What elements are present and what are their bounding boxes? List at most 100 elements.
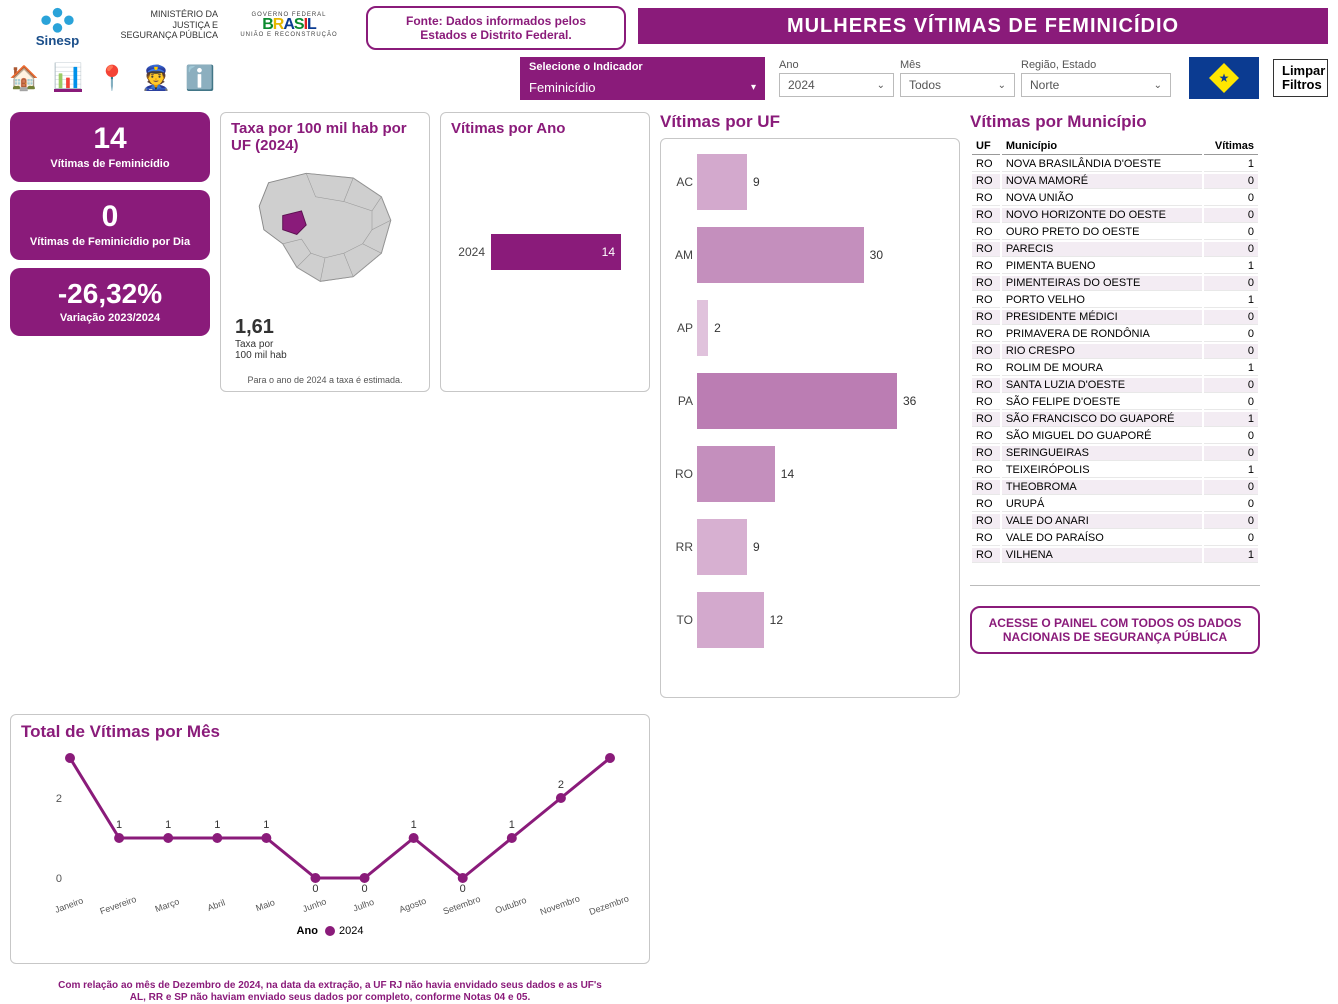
table-row[interactable]: ROPARECIS0 <box>972 242 1258 257</box>
mj-logo: MINISTÉRIO DA JUSTIÇA E SEGURANÇA PÚBLIC… <box>117 0 222 50</box>
table-cell: RO <box>972 531 1000 546</box>
table-cell: SÃO FRANCISCO DO GUAPORÉ <box>1002 412 1203 427</box>
table-cell: 0 <box>1204 497 1258 512</box>
year-bar-row: 202414 <box>451 234 639 270</box>
nav-icons: 🏠 📊 📍 👮 ℹ️ <box>10 64 214 92</box>
table-row[interactable]: ROPIMENTEIRAS DO OESTE0 <box>972 276 1258 291</box>
filter-ano: Ano 2024⌄ <box>779 59 894 97</box>
table-row[interactable]: ROPRIMAVERA DE RONDÔNIA0 <box>972 327 1258 342</box>
table-row[interactable]: RONOVO HORIZONTE DO OESTE0 <box>972 208 1258 223</box>
svg-text:Novembro: Novembro <box>539 893 581 917</box>
table-row[interactable]: ROVALE DO ANARI0 <box>972 514 1258 529</box>
filter-mes-label: Mês <box>900 59 1015 73</box>
kpi-perday-label: Vítimas de Feminicídio por Dia <box>16 236 204 248</box>
table-cell: SERINGUEIRAS <box>1002 446 1203 461</box>
svg-text:0: 0 <box>56 873 62 885</box>
table-row[interactable]: ROROLIM DE MOURA1 <box>972 361 1258 376</box>
uf-value: 2 <box>708 321 721 335</box>
mun-col-1: Município <box>1002 138 1203 155</box>
table-cell: RO <box>972 242 1000 257</box>
header: Sinesp MINISTÉRIO DA JUSTIÇA E SEGURANÇA… <box>0 0 1338 54</box>
table-cell: URUPÁ <box>1002 497 1203 512</box>
filter-regiao-select[interactable]: Norte⌄ <box>1021 73 1171 97</box>
location-icon[interactable]: 📍 <box>98 64 126 92</box>
table-cell: 1 <box>1204 412 1258 427</box>
uf-label: PA <box>667 394 697 408</box>
map-footnote: Para o ano de 2024 a taxa é estimada. <box>221 375 429 385</box>
table-row[interactable]: RONOVA BRASILÂNDIA D'OESTE1 <box>972 157 1258 172</box>
table-row[interactable]: ROPIMENTA BUENO1 <box>972 259 1258 274</box>
table-row[interactable]: ROSANTA LUZIA D'OESTE0 <box>972 378 1258 393</box>
uf-value: 14 <box>775 467 794 481</box>
mun-column: Vítimas por Município UFMunicípioVítimas… <box>970 112 1260 698</box>
table-cell: VALE DO PARAÍSO <box>1002 531 1203 546</box>
officer-icon[interactable]: 👮 <box>142 64 170 92</box>
indicator-select[interactable]: Feminicídio ▾ <box>520 76 765 100</box>
uf-bar-wrap: 36 <box>697 373 949 429</box>
table-cell: 0 <box>1204 174 1258 189</box>
uf-label: AM <box>667 248 697 262</box>
table-cell: RO <box>972 429 1000 444</box>
uf-bar-wrap: 2 <box>697 300 949 356</box>
year-title: Vítimas por Ano <box>451 121 639 138</box>
table-row[interactable]: ROSÃO FRANCISCO DO GUAPORÉ1 <box>972 412 1258 427</box>
year-bars: 202414 <box>451 144 639 270</box>
year-card: Vítimas por Ano 202414 <box>440 112 650 392</box>
svg-text:Abril: Abril <box>206 897 226 913</box>
table-cell: RO <box>972 174 1000 189</box>
table-row[interactable]: ROTHEOBROMA0 <box>972 480 1258 495</box>
svg-text:Junho: Junho <box>301 896 327 914</box>
sinesp-logo: Sinesp <box>10 0 105 50</box>
month-legend: Ano 2024 <box>21 925 639 937</box>
filter-mes-select[interactable]: Todos⌄ <box>900 73 1015 97</box>
clear-filters-button[interactable]: Limpar Filtros <box>1273 59 1328 98</box>
info-icon[interactable]: ℹ️ <box>186 64 214 92</box>
table-cell: RO <box>972 310 1000 325</box>
table-row[interactable]: ROPRESIDENTE MÉDICI0 <box>972 310 1258 325</box>
table-cell: 0 <box>1204 310 1258 325</box>
legend-label: Ano <box>297 925 318 937</box>
mun-table: UFMunicípioVítimas RONOVA BRASILÂNDIA D'… <box>970 136 1260 565</box>
table-row[interactable]: ROSÃO MIGUEL DO GUAPORÉ0 <box>972 429 1258 444</box>
uf-bar-wrap: 9 <box>697 154 949 210</box>
table-row[interactable]: ROSERINGUEIRAS0 <box>972 446 1258 461</box>
svg-text:0: 0 <box>361 883 367 895</box>
brazil-map <box>231 160 419 290</box>
mun-col-2: Vítimas <box>1204 138 1258 155</box>
svg-text:1: 1 <box>214 819 220 831</box>
uf-title: Vítimas por UF <box>660 112 960 132</box>
dashboard-icon[interactable]: 📊 <box>54 64 82 92</box>
uf-row: RR9 <box>667 514 949 579</box>
table-cell: RO <box>972 514 1000 529</box>
table-cell: THEOBROMA <box>1002 480 1203 495</box>
table-cell: 0 <box>1204 480 1258 495</box>
table-row[interactable]: ROTEIXEIRÓPOLIS1 <box>972 463 1258 478</box>
month-chart: 023Janeiro1Fevereiro1Março1Abril1Maio0Ju… <box>21 748 639 918</box>
mun-table-wrapper: UFMunicípioVítimas RONOVA BRASILÂNDIA D'… <box>970 136 1260 586</box>
table-row[interactable]: RORIO CRESPO0 <box>972 344 1258 359</box>
table-row[interactable]: RONOVA MAMORÉ0 <box>972 174 1258 189</box>
table-cell: RO <box>972 344 1000 359</box>
kpi-perday: 0 Vítimas de Feminicídio por Dia <box>10 190 210 260</box>
table-cell: RO <box>972 395 1000 410</box>
svg-text:Fevereiro: Fevereiro <box>98 894 137 916</box>
uf-bar <box>697 227 864 283</box>
chevron-down-icon: ⌄ <box>877 80 885 91</box>
home-icon[interactable]: 🏠 <box>10 64 38 92</box>
uf-row: AM30 <box>667 222 949 287</box>
table-row[interactable]: ROVALE DO PARAÍSO0 <box>972 531 1258 546</box>
table-row[interactable]: ROPORTO VELHO1 <box>972 293 1258 308</box>
access-panel-button[interactable]: ACESSE O PAINEL COM TODOS OS DADOS NACIO… <box>970 606 1260 654</box>
kpi-perday-value: 0 <box>16 200 204 234</box>
table-row[interactable]: ROVILHENA1 <box>972 548 1258 563</box>
uf-value: 9 <box>747 175 760 189</box>
table-row[interactable]: RONOVA UNIÃO0 <box>972 191 1258 206</box>
table-row[interactable]: ROURUPÁ0 <box>972 497 1258 512</box>
filter-ano-select[interactable]: 2024⌄ <box>779 73 894 97</box>
table-cell: 1 <box>1204 361 1258 376</box>
uf-row: AC9 <box>667 149 949 214</box>
table-row[interactable]: ROOURO PRETO DO OESTE0 <box>972 225 1258 240</box>
table-row[interactable]: ROSÃO FELIPE D'OESTE0 <box>972 395 1258 410</box>
year-bar: 14 <box>491 234 621 270</box>
table-cell: RO <box>972 327 1000 342</box>
